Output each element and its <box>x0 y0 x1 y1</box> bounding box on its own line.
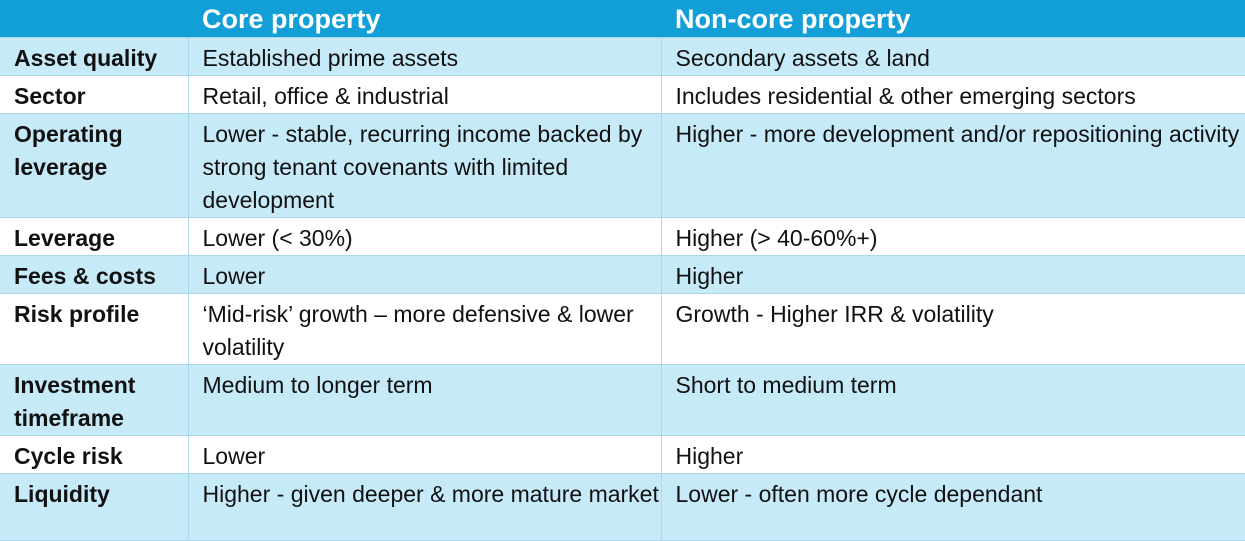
non-core-cell: Growth - Higher IRR & volatility <box>660 293 1245 365</box>
core-cell: Lower (< 30%) <box>187 217 662 256</box>
core-cell: Retail, office & industrial <box>187 75 662 114</box>
non-core-cell: Secondary assets & land <box>660 37 1245 76</box>
row-label: Fees & costs <box>0 255 189 294</box>
table-row: Asset quality Established prime assets S… <box>0 37 1245 76</box>
table-row: Liquidity Higher - given deeper & more m… <box>0 473 1245 541</box>
non-core-cell: Short to medium term <box>660 364 1245 436</box>
header-core-property: Core property <box>188 0 661 38</box>
row-label: Liquidity <box>0 473 189 541</box>
table-row: Sector Retail, office & industrial Inclu… <box>0 75 1245 114</box>
table-row: Risk profile ‘Mid-risk’ growth – more de… <box>0 293 1245 365</box>
non-core-cell: Higher <box>660 435 1245 474</box>
non-core-cell: Higher (> 40-60%+) <box>660 217 1245 256</box>
non-core-cell: Higher <box>660 255 1245 294</box>
row-label: Sector <box>0 75 189 114</box>
header-row: Core property Non-core property <box>0 0 1245 38</box>
core-cell: Medium to longer term <box>187 364 662 436</box>
row-label: Investment timeframe <box>0 364 189 436</box>
core-cell: Lower - stable, recurring income backed … <box>187 113 662 218</box>
header-corner-cell <box>0 0 188 38</box>
table-row: Cycle risk Lower Higher <box>0 435 1245 474</box>
non-core-cell: Includes residential & other emerging se… <box>660 75 1245 114</box>
non-core-cell: Lower - often more cycle dependant <box>660 473 1245 541</box>
row-label: Asset quality <box>0 37 189 76</box>
row-label: Cycle risk <box>0 435 189 474</box>
table-row: Leverage Lower (< 30%) Higher (> 40-60%+… <box>0 217 1245 256</box>
row-label: Operating leverage <box>0 113 189 218</box>
row-label: Risk profile <box>0 293 189 365</box>
non-core-cell: Higher - more development and/or reposit… <box>660 113 1245 218</box>
table-row: Investment timeframe Medium to longer te… <box>0 364 1245 436</box>
core-cell: Lower <box>187 435 662 474</box>
core-cell: Lower <box>187 255 662 294</box>
table-row: Operating leverage Lower - stable, recur… <box>0 113 1245 218</box>
core-cell: Higher - given deeper & more mature mark… <box>187 473 662 541</box>
header-non-core-property: Non-core property <box>661 0 1245 38</box>
core-cell: Established prime assets <box>187 37 662 76</box>
table-row: Fees & costs Lower Higher <box>0 255 1245 294</box>
row-label: Leverage <box>0 217 189 256</box>
core-cell: ‘Mid-risk’ growth – more defensive & low… <box>187 293 662 365</box>
